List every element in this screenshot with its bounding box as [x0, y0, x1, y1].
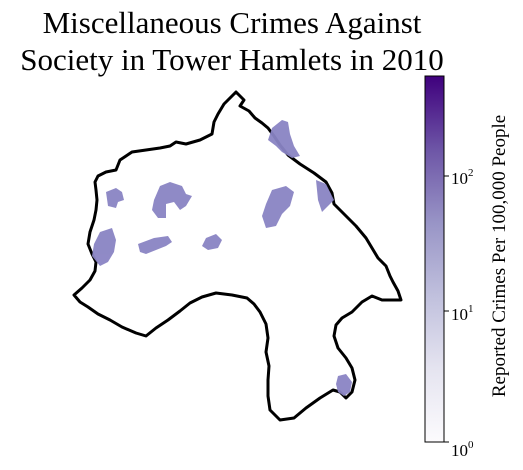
map-title-line-2: Society in Tower Hamlets in 2010	[20, 42, 443, 77]
map-title-line-1: Miscellaneous Crimes Against	[43, 5, 422, 40]
ward-region	[336, 374, 352, 396]
ward-region	[262, 186, 294, 228]
borough-boundary	[72, 90, 403, 422]
colorbar-tick-label-100: 102	[451, 167, 474, 188]
colorbar-gradient	[424, 75, 445, 443]
ward-region	[152, 182, 192, 218]
colorbar-tick-label-10: 101	[451, 303, 474, 324]
ward-region	[316, 180, 334, 212]
ward-region	[92, 228, 116, 266]
ward-region	[138, 236, 172, 254]
ward-region	[268, 120, 300, 158]
colorbar: 100 101 102 Reported Crimes Per 100,000 …	[424, 75, 510, 460]
ward-region	[106, 188, 124, 208]
ward-region	[202, 234, 222, 250]
colorbar-tick-label-1: 100	[451, 439, 474, 460]
shaded-wards	[92, 120, 352, 396]
colorbar-label: Reported Crimes Per 100,000 People	[489, 115, 510, 397]
